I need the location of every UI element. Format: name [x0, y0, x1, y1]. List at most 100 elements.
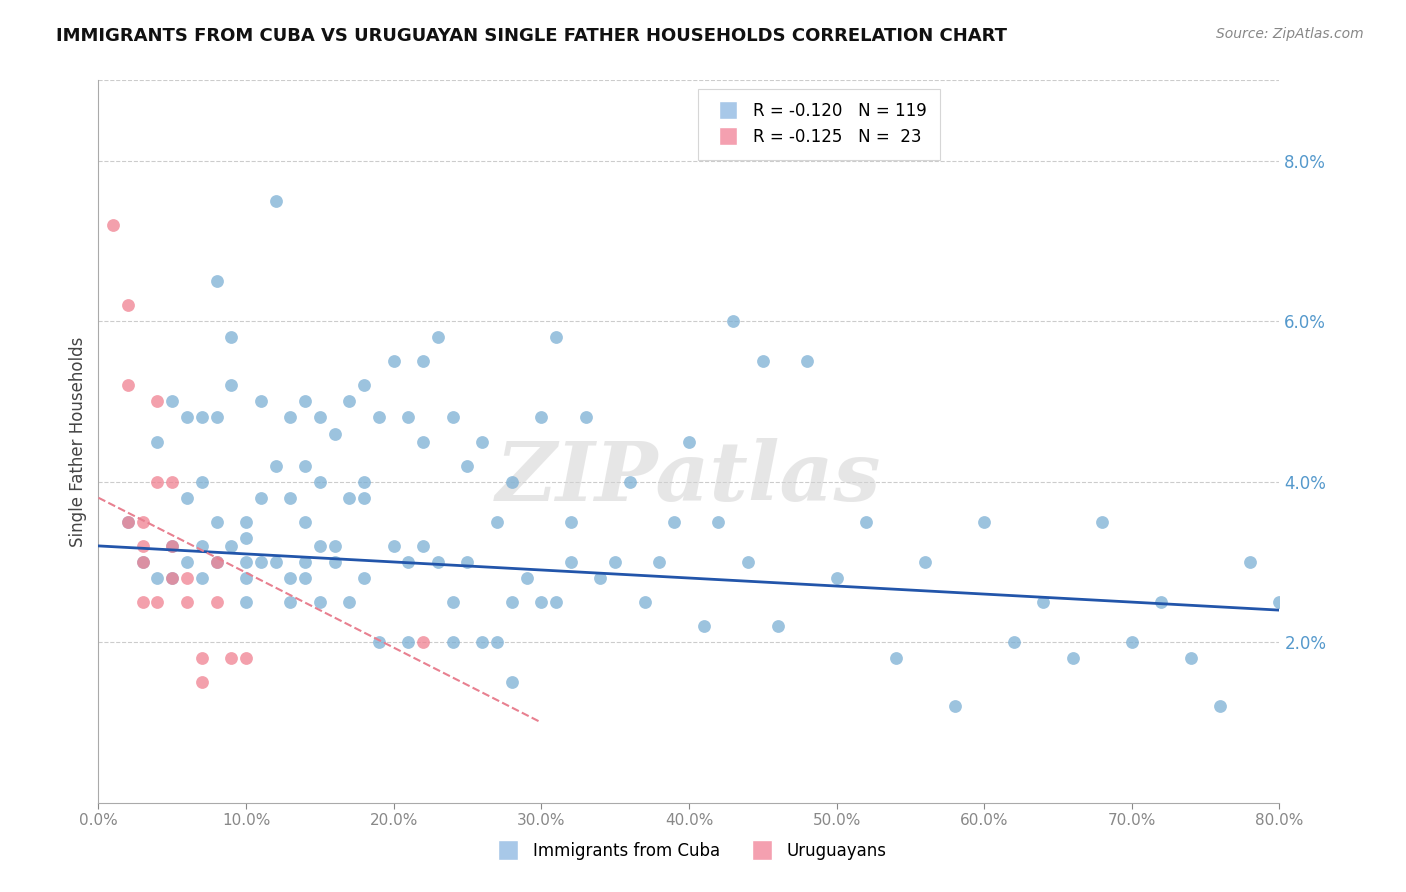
Point: [294, 515, 316, 529]
Point: [191, 410, 214, 425]
Point: [176, 571, 198, 585]
Point: [501, 595, 523, 609]
Point: [382, 354, 405, 368]
Point: [589, 571, 612, 585]
Point: [294, 458, 316, 473]
Point: [117, 378, 139, 392]
Legend: Immigrants from Cuba, Uruguayans: Immigrants from Cuba, Uruguayans: [485, 836, 893, 867]
Point: [146, 571, 169, 585]
Point: [221, 330, 243, 344]
Point: [1091, 515, 1114, 529]
Point: [441, 410, 464, 425]
Point: [1239, 555, 1261, 569]
Point: [546, 595, 568, 609]
Point: [855, 515, 877, 529]
Point: [264, 194, 287, 208]
Point: [117, 515, 139, 529]
Text: ZIPatlas: ZIPatlas: [496, 438, 882, 517]
Point: [146, 475, 169, 489]
Text: Source: ZipAtlas.com: Source: ZipAtlas.com: [1216, 27, 1364, 41]
Point: [146, 434, 169, 449]
Point: [398, 410, 420, 425]
Point: [280, 410, 302, 425]
Point: [752, 354, 775, 368]
Point: [501, 675, 523, 690]
Point: [294, 394, 316, 409]
Point: [309, 410, 332, 425]
Point: [353, 378, 375, 392]
Point: [176, 410, 198, 425]
Point: [339, 491, 361, 505]
Point: [205, 595, 228, 609]
Point: [707, 515, 730, 529]
Point: [530, 595, 553, 609]
Point: [176, 555, 198, 569]
Point: [884, 651, 907, 665]
Point: [457, 458, 479, 473]
Point: [441, 635, 464, 649]
Point: [280, 491, 302, 505]
Point: [398, 635, 420, 649]
Point: [412, 635, 434, 649]
Point: [339, 595, 361, 609]
Point: [560, 555, 582, 569]
Point: [132, 515, 155, 529]
Point: [176, 595, 198, 609]
Point: [235, 595, 257, 609]
Point: [250, 394, 273, 409]
Point: [619, 475, 641, 489]
Point: [546, 330, 568, 344]
Point: [368, 410, 391, 425]
Point: [103, 218, 125, 232]
Point: [1209, 699, 1232, 714]
Point: [132, 539, 155, 553]
Point: [176, 491, 198, 505]
Point: [294, 571, 316, 585]
Point: [943, 699, 966, 714]
Point: [191, 651, 214, 665]
Point: [471, 434, 494, 449]
Point: [264, 555, 287, 569]
Point: [530, 410, 553, 425]
Point: [309, 539, 332, 553]
Point: [132, 555, 155, 569]
Point: [427, 555, 450, 569]
Point: [398, 555, 420, 569]
Point: [235, 555, 257, 569]
Point: [427, 330, 450, 344]
Point: [235, 651, 257, 665]
Point: [191, 675, 214, 690]
Point: [117, 298, 139, 312]
Point: [280, 595, 302, 609]
Point: [146, 394, 169, 409]
Point: [323, 539, 346, 553]
Point: [264, 458, 287, 473]
Point: [353, 475, 375, 489]
Point: [766, 619, 789, 633]
Point: [294, 555, 316, 569]
Point: [516, 571, 538, 585]
Point: [146, 595, 169, 609]
Point: [205, 515, 228, 529]
Point: [1032, 595, 1054, 609]
Point: [441, 595, 464, 609]
Point: [132, 555, 155, 569]
Point: [221, 539, 243, 553]
Point: [280, 571, 302, 585]
Point: [973, 515, 995, 529]
Point: [412, 434, 434, 449]
Point: [368, 635, 391, 649]
Point: [117, 515, 139, 529]
Point: [382, 539, 405, 553]
Point: [648, 555, 671, 569]
Point: [486, 515, 509, 529]
Point: [162, 475, 183, 489]
Point: [235, 571, 257, 585]
Point: [1150, 595, 1173, 609]
Point: [1002, 635, 1025, 649]
Point: [560, 515, 582, 529]
Point: [162, 571, 183, 585]
Point: [191, 475, 214, 489]
Point: [486, 635, 509, 649]
Point: [605, 555, 627, 569]
